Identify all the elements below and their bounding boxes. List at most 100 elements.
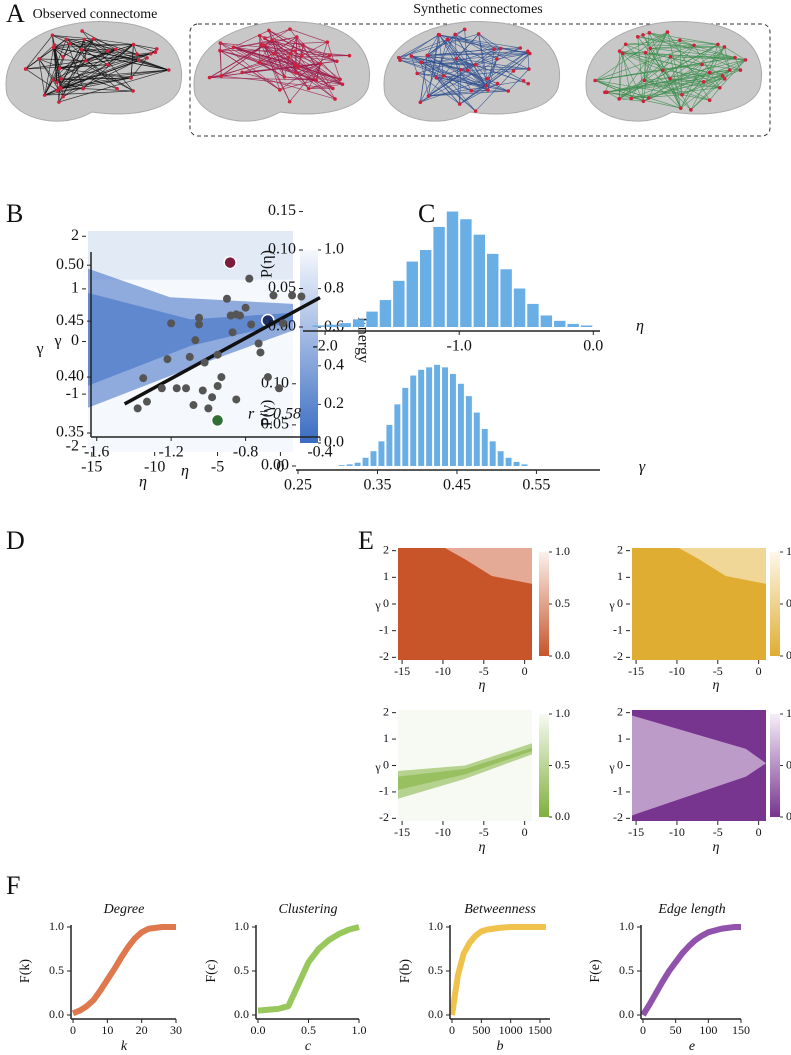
network-edge: [648, 32, 682, 109]
heatmap-region: [632, 715, 766, 816]
network-edge: [53, 47, 64, 57]
y-tick-label: 0.40: [56, 368, 84, 385]
network-node: [641, 33, 645, 37]
bar: [497, 451, 504, 466]
network-edge: [420, 62, 429, 97]
annotation: r = 0.58: [248, 406, 301, 423]
network-edge: [604, 75, 723, 93]
network-node: [51, 45, 56, 50]
bar: [312, 325, 325, 327]
network-node: [700, 62, 704, 67]
network-node: [294, 35, 299, 39]
y-tick-label: 0.0: [49, 1007, 64, 1021]
network-node: [665, 30, 670, 34]
network-edge: [62, 59, 139, 97]
network-edge: [690, 46, 725, 111]
y-tick-label: -1: [613, 622, 623, 636]
colorbar-tick-label: 1.0: [555, 706, 570, 720]
network-edge: [233, 30, 270, 48]
bar: [540, 315, 553, 327]
network-edge: [679, 39, 719, 45]
network-node: [629, 96, 634, 101]
x-axis-label: η: [636, 318, 644, 335]
network-node: [131, 89, 135, 93]
y-axis-label: γ: [35, 341, 43, 358]
x-axis-label: η: [181, 463, 189, 480]
network-node: [84, 58, 88, 63]
colorbar-tick-label: 0.0: [555, 809, 570, 823]
network-edge: [427, 29, 465, 56]
y-tick-label: 0.50: [56, 256, 84, 273]
x-tick-label: -2.0: [312, 338, 337, 355]
network-edge: [679, 40, 683, 95]
network-edge: [85, 50, 109, 62]
network-edge: [308, 63, 321, 89]
bar: [386, 424, 393, 466]
bar: [567, 323, 579, 327]
network-edge: [53, 44, 134, 48]
bar: [434, 364, 441, 466]
network-edge: [209, 56, 289, 78]
x-tick-label: -15: [628, 825, 644, 839]
network-edge: [44, 47, 55, 96]
network-node: [105, 62, 110, 67]
network-edge: [637, 36, 746, 61]
bar: [346, 464, 353, 466]
network-edge: [271, 40, 309, 89]
network-edge: [279, 55, 330, 91]
network-edge: [133, 44, 156, 53]
colorbar-tick-label: 0.0: [786, 809, 791, 823]
network-edge: [290, 53, 350, 56]
x-tick-label: -15: [628, 664, 644, 678]
network-edge: [209, 44, 265, 78]
colorbar-tick-label: 0.4: [324, 356, 344, 373]
x-tick-label: 0: [640, 1023, 646, 1037]
network-node: [333, 97, 337, 101]
x-tick-label: 1000: [499, 1023, 523, 1037]
x-tick-label: 0: [756, 664, 762, 678]
network-edge: [443, 75, 487, 87]
network-node: [469, 88, 474, 93]
network-edge: [219, 39, 273, 51]
network-node: [521, 79, 526, 83]
network-node: [219, 74, 224, 78]
network-edge: [411, 55, 457, 59]
network-edge: [301, 55, 343, 85]
network-node: [473, 109, 478, 113]
colorbar-tick-label: 0.5: [555, 757, 570, 771]
point: [254, 339, 263, 348]
cdf-line: [71, 924, 176, 1017]
colorbar-tick-label: 0.0: [786, 648, 791, 662]
network-edge: [264, 44, 285, 78]
network-node: [287, 99, 292, 104]
panel-title: Synthetic connectomes: [413, 2, 542, 17]
network-node: [668, 55, 673, 59]
network-node: [418, 100, 423, 105]
heatmap-region: [678, 548, 766, 584]
network-node: [257, 33, 262, 38]
network-edge: [486, 58, 498, 86]
network-node: [454, 56, 459, 61]
network-node: [720, 74, 725, 78]
y-tick-label: 0.15: [268, 202, 296, 219]
network-node: [484, 84, 489, 88]
x-tick-label: 0.5: [301, 1023, 316, 1037]
network-node: [689, 108, 693, 112]
network-node: [495, 81, 500, 86]
point: [139, 374, 148, 383]
network-edge: [669, 78, 704, 83]
bar: [426, 367, 433, 466]
network-edge: [618, 56, 671, 100]
network-edge: [619, 50, 723, 77]
network-edge: [52, 35, 70, 45]
network-node: [473, 62, 478, 67]
network-node: [55, 88, 60, 93]
heatmap-region: [88, 231, 293, 280]
network-node: [262, 43, 267, 47]
panel-title: Observed connectome: [33, 7, 158, 22]
network-edge: [680, 46, 725, 109]
x-tick-label: 0: [756, 825, 762, 839]
network-node: [701, 79, 706, 84]
